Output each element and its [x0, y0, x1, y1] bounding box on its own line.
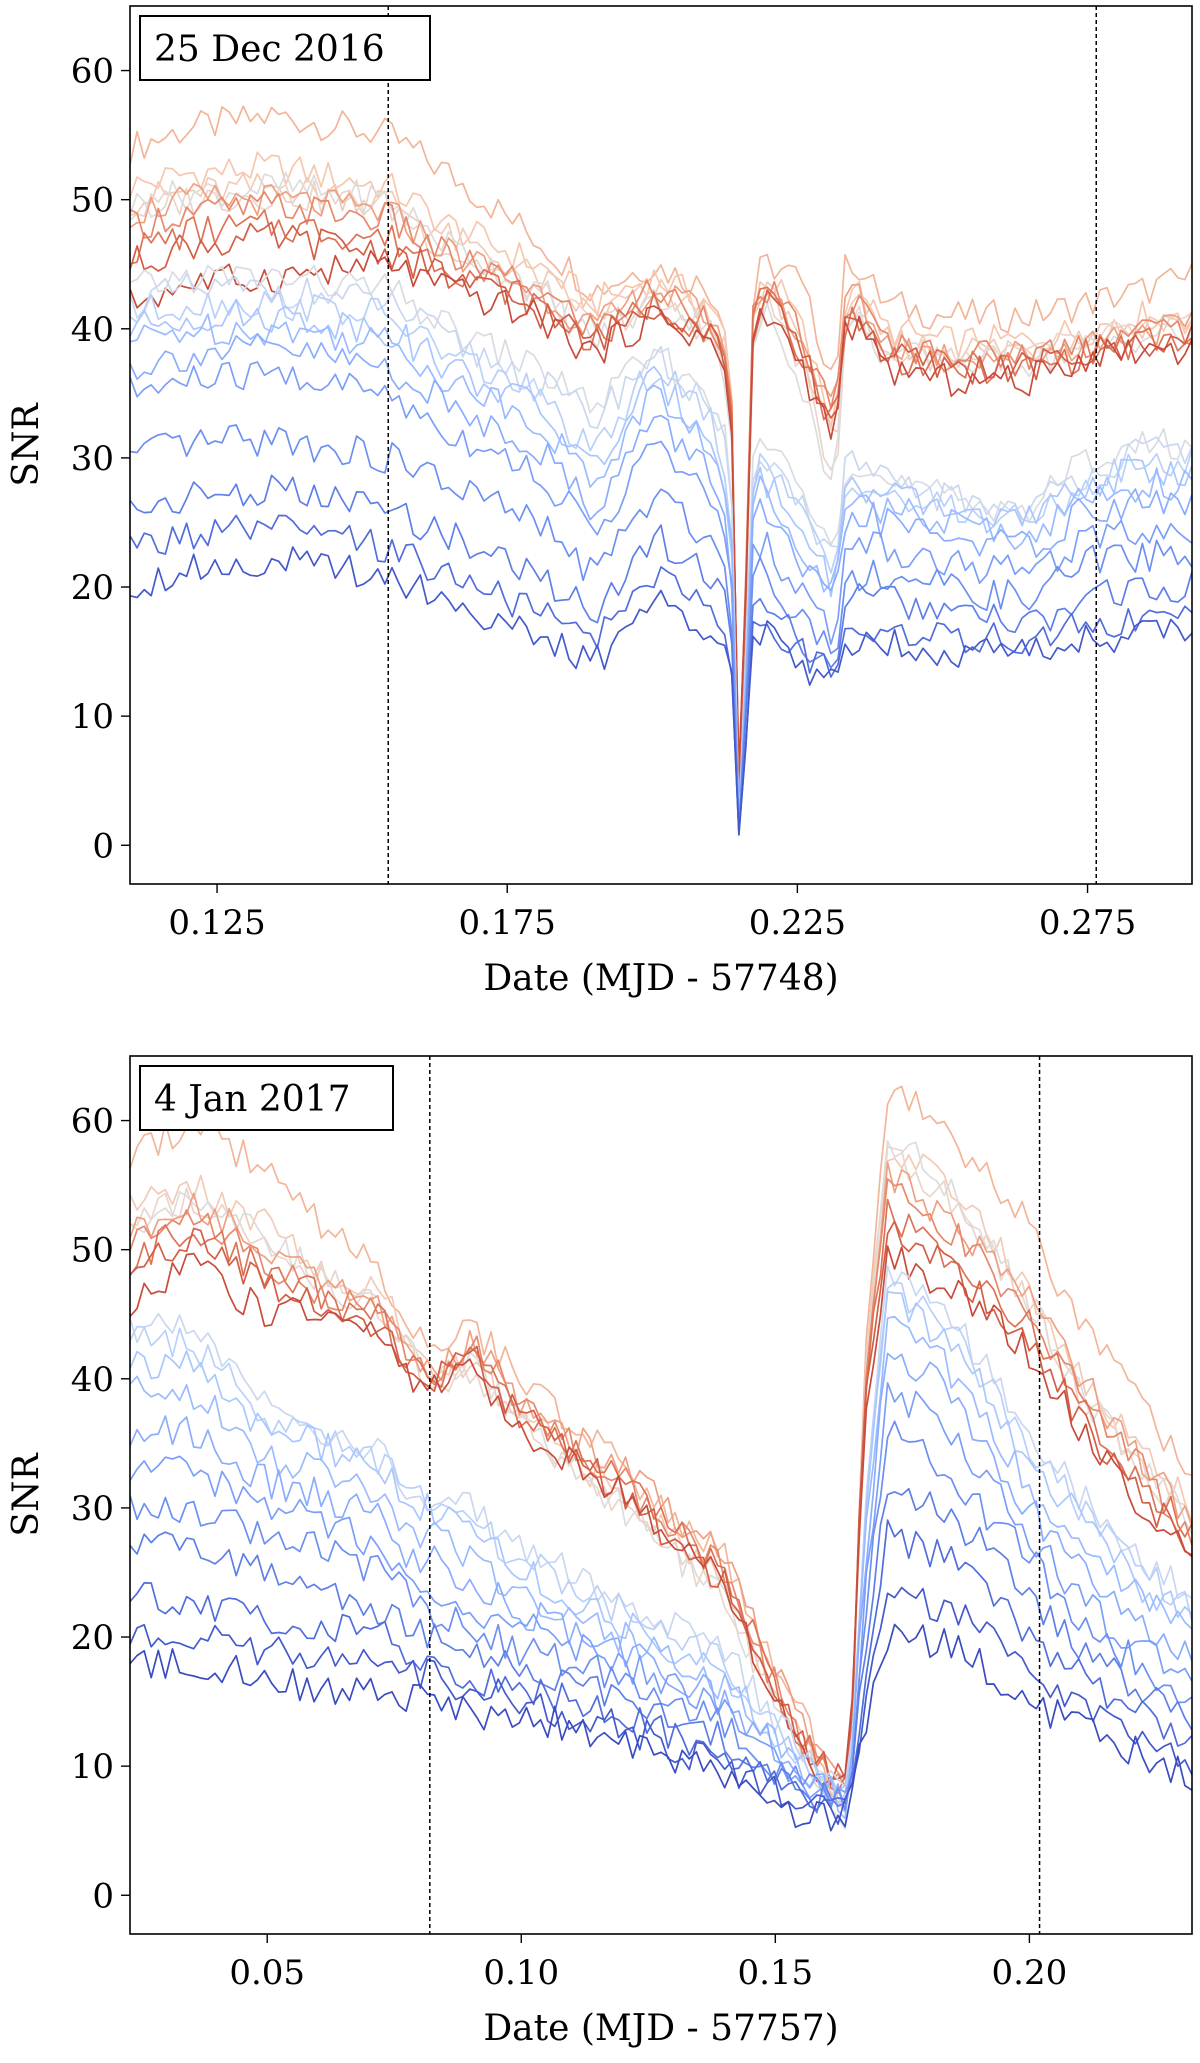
series-line	[130, 1352, 1192, 1812]
x-tick-label: 0.175	[459, 903, 556, 943]
series-line	[130, 209, 1192, 803]
axes-frame	[129, 5, 1193, 885]
x-tick-label: 0.05	[229, 1953, 305, 1993]
y-tick-label: 50	[71, 1231, 114, 1271]
series-line	[130, 182, 1192, 808]
x-axis-label: Date (MJD - 57757)	[483, 2008, 838, 2049]
series-line	[130, 172, 1192, 815]
series-line	[130, 1145, 1192, 1812]
y-tick-label: 20	[71, 1618, 114, 1658]
axes-frame	[129, 1055, 1193, 1935]
y-tick-label: 30	[71, 1489, 114, 1529]
series-line	[130, 1140, 1192, 1830]
series-line	[130, 1281, 1192, 1808]
y-tick-label: 50	[71, 181, 114, 221]
y-tick-label: 10	[71, 697, 114, 737]
series-line	[130, 191, 1192, 799]
series-line	[130, 1623, 1192, 1832]
series-line	[130, 151, 1192, 814]
series-line	[130, 1487, 1192, 1814]
series-line	[130, 1177, 1192, 1788]
series-line	[130, 1586, 1192, 1826]
series-line	[130, 1265, 1192, 1788]
y-tick-label: 0	[92, 1876, 114, 1916]
series-line	[130, 298, 1192, 828]
x-tick-label: 0.125	[168, 903, 265, 943]
chart-panel-bottom: 0 10 20 30 40 50 60 0.05 0.10 0.15 0.20 Date (MJD -…	[6, 1055, 1193, 2049]
series-line	[130, 1198, 1192, 1794]
y-axis-label: SNR	[6, 402, 47, 486]
chart-panel-top: 0 10 20 30 40 50 60 0.125 0.175 0.225 0.275 Date (M…	[6, 5, 1193, 999]
series-line	[130, 313, 1192, 829]
annotation-box	[139, 1065, 394, 1131]
date-annotation: 4 Jan 2017	[139, 1065, 394, 1131]
y-tick-label: 60	[71, 1102, 114, 1142]
y-tick-label: 0	[92, 826, 114, 866]
series-line	[130, 333, 1192, 830]
series-line	[130, 221, 1192, 777]
y-axis-label: SNR	[6, 1452, 47, 1536]
y-tick-label: 40	[71, 1360, 114, 1400]
y-tick-label: 20	[71, 568, 114, 608]
series-line	[130, 273, 1192, 827]
y-tick-label: 30	[71, 439, 114, 479]
x-tick-label: 0.10	[483, 1953, 559, 1993]
series-line	[130, 1382, 1192, 1805]
annotation-text: 25 Dec 2016	[154, 29, 385, 70]
series-lines	[130, 1085, 1192, 1832]
series-line	[130, 105, 1192, 807]
y-tick-label: 10	[71, 1747, 114, 1787]
x-tick-label: 0.225	[749, 903, 846, 943]
x-tick-label: 0.275	[1039, 903, 1136, 943]
x-tick-label: 0.20	[992, 1953, 1068, 1993]
series-line	[130, 1315, 1192, 1820]
series-line	[130, 546, 1192, 836]
series-line	[130, 1519, 1192, 1811]
series-line	[130, 180, 1192, 822]
series-lines	[130, 105, 1192, 836]
series-line	[130, 424, 1192, 833]
series-line	[130, 361, 1192, 831]
series-line	[130, 514, 1192, 836]
series-line	[130, 1085, 1192, 1813]
series-line	[130, 1245, 1192, 1786]
series-line	[130, 1220, 1192, 1786]
series-line	[130, 171, 1192, 823]
y-tick-label: 60	[71, 52, 114, 92]
x-axis-label: Date (MJD - 57748)	[483, 958, 838, 999]
y-tick-label: 40	[71, 310, 114, 350]
date-annotation: 25 Dec 2016	[139, 15, 431, 81]
annotation-box	[139, 15, 431, 81]
series-line	[130, 249, 1192, 773]
x-tick-label: 0.15	[737, 1953, 813, 1993]
series-line	[130, 474, 1192, 834]
annotation-text: 4 Jan 2017	[154, 1079, 351, 1120]
